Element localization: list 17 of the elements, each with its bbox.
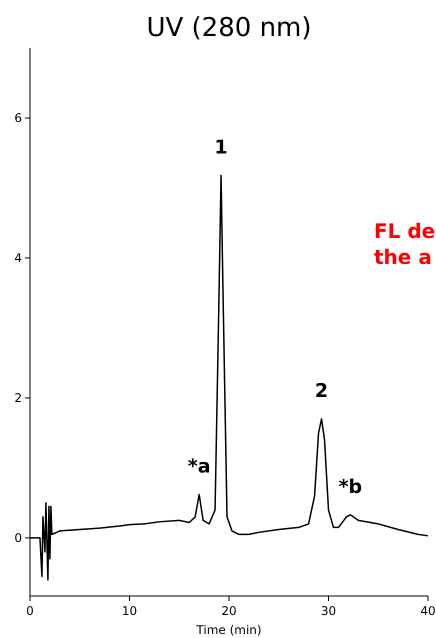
annotation: 2 xyxy=(314,380,328,402)
x-axis-title: Time (min) xyxy=(195,623,262,637)
annotation: FL de xyxy=(374,219,436,243)
y-tick-label: 4 xyxy=(14,250,22,265)
annotation: the a xyxy=(374,245,432,269)
x-tick-label: 0 xyxy=(26,604,34,618)
annotation: 1 xyxy=(214,136,228,158)
x-tick-label: 30 xyxy=(320,604,336,618)
y-tick-label: 0 xyxy=(14,530,22,545)
x-tick-label: 10 xyxy=(122,604,138,618)
chart-title: UV (280 nm) xyxy=(146,13,312,43)
x-tick-label: 40 xyxy=(420,604,436,618)
x-tick-label: 20 xyxy=(221,604,237,618)
annotation: *b xyxy=(338,476,362,498)
y-tick-label: 6 xyxy=(14,110,22,125)
annotation: *a xyxy=(188,456,211,478)
y-tick-label: 2 xyxy=(14,390,22,405)
